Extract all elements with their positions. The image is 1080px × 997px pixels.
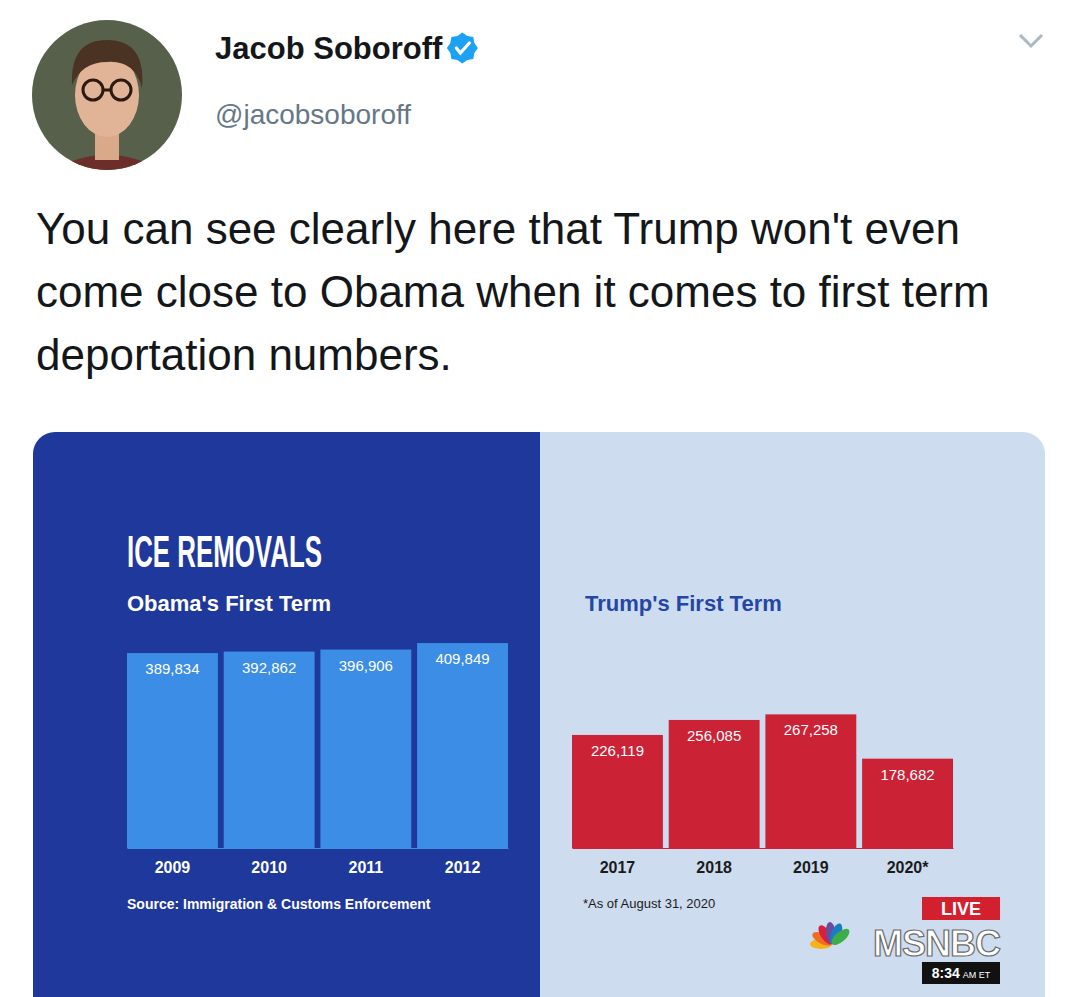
tweet-line: come close to Obama when it comes to fir… (36, 267, 990, 316)
tick: 2010 (251, 848, 287, 876)
tick-label: 2019 (793, 859, 829, 876)
peacock-logo (810, 922, 852, 949)
tick-label: 2009 (155, 859, 191, 876)
data-label: 178,682 (880, 766, 934, 783)
bar (669, 720, 760, 848)
tweet-text: You can see clearly here that Trump won'… (36, 204, 990, 379)
chart-title: ICE REMOVALS (127, 527, 322, 577)
data-label: 389,834 (145, 660, 199, 677)
bar (320, 650, 411, 848)
avatar-glasses (83, 80, 131, 100)
panel-left (33, 432, 540, 997)
tick-label: 2018 (696, 859, 732, 876)
tick: 2018 (696, 848, 732, 876)
live-box (922, 897, 1000, 920)
data-label: 256,085 (687, 727, 741, 744)
tick: 2019 (793, 848, 829, 876)
x-axis: 2009 2010 2011 2012 (128, 848, 509, 876)
bar (127, 653, 218, 848)
menu-chevron (1020, 35, 1042, 46)
data-labels: 226,119 256,085 267,258 178,682 (591, 721, 935, 782)
broadcast-bug: LIVE MSNBC8:34AM ET (810, 897, 1001, 984)
time-value: 8:34 (932, 965, 960, 981)
author-handle: @jacobsoboroff (215, 99, 411, 130)
chart-image (33, 432, 1045, 997)
tick: 2020* (887, 848, 930, 876)
chart-subtitle: Trump's First Term (585, 591, 782, 616)
avatar-bg (30, 18, 190, 178)
data-label: 409,849 (435, 650, 489, 667)
tick: 2009 (155, 848, 191, 876)
avatar-hair (72, 40, 142, 88)
tick: 2012 (445, 848, 481, 876)
time-box (922, 962, 1000, 984)
tick-label: 2017 (600, 859, 636, 876)
source-note: Source: Immigration & Customs Enforcemen… (127, 896, 431, 912)
bars (572, 714, 953, 848)
bar (417, 643, 508, 848)
x-axis: 2017 2018 2019 2020* (573, 848, 954, 876)
tick-label: 2020* (887, 859, 930, 876)
tick-label: 2010 (251, 859, 287, 876)
bar-chart: ICE REMOVALS Obama's First Term 389,834 392… (127, 527, 509, 912)
tick: 2017 (600, 848, 636, 876)
network-logo: MSNBC (873, 923, 1001, 964)
footnote: *As of August 31, 2020 (583, 896, 715, 911)
bar (862, 759, 953, 848)
tweet-line: deportation numbers. (36, 330, 452, 379)
bar (224, 652, 315, 848)
bar-chart: Trump's First Term 226,119 256,085 267,258 1… (572, 591, 954, 911)
data-label: 392,862 (242, 659, 296, 676)
time-zone: AM ET (963, 970, 991, 980)
data-labels: 389,834 392,862 396,906 409,849 (145, 650, 489, 677)
axis-line (128, 848, 509, 849)
author-name: Jacob Soboroff (215, 31, 443, 66)
page: Jacob Soboroff @jacobsoboroff You can see … (0, 0, 1080, 997)
verified-badge (447, 33, 478, 64)
live-label: LIVE (941, 899, 981, 919)
bars (127, 643, 508, 848)
tick-label: 2011 (348, 859, 383, 876)
data-label: 396,906 (339, 657, 393, 674)
bar (765, 714, 856, 848)
chart-subtitle: Obama's First Term (127, 591, 331, 616)
data-label: 226,119 (591, 742, 644, 759)
bar (572, 735, 663, 848)
time-label: 8:34AM ET (932, 965, 991, 981)
axis-line (573, 848, 954, 849)
tick-label: 2012 (445, 859, 481, 876)
tick: 2011 (348, 848, 383, 876)
panel-right (540, 432, 1045, 997)
data-label: 267,258 (784, 721, 838, 738)
tweet-line: You can see clearly here that Trump won'… (36, 204, 960, 253)
